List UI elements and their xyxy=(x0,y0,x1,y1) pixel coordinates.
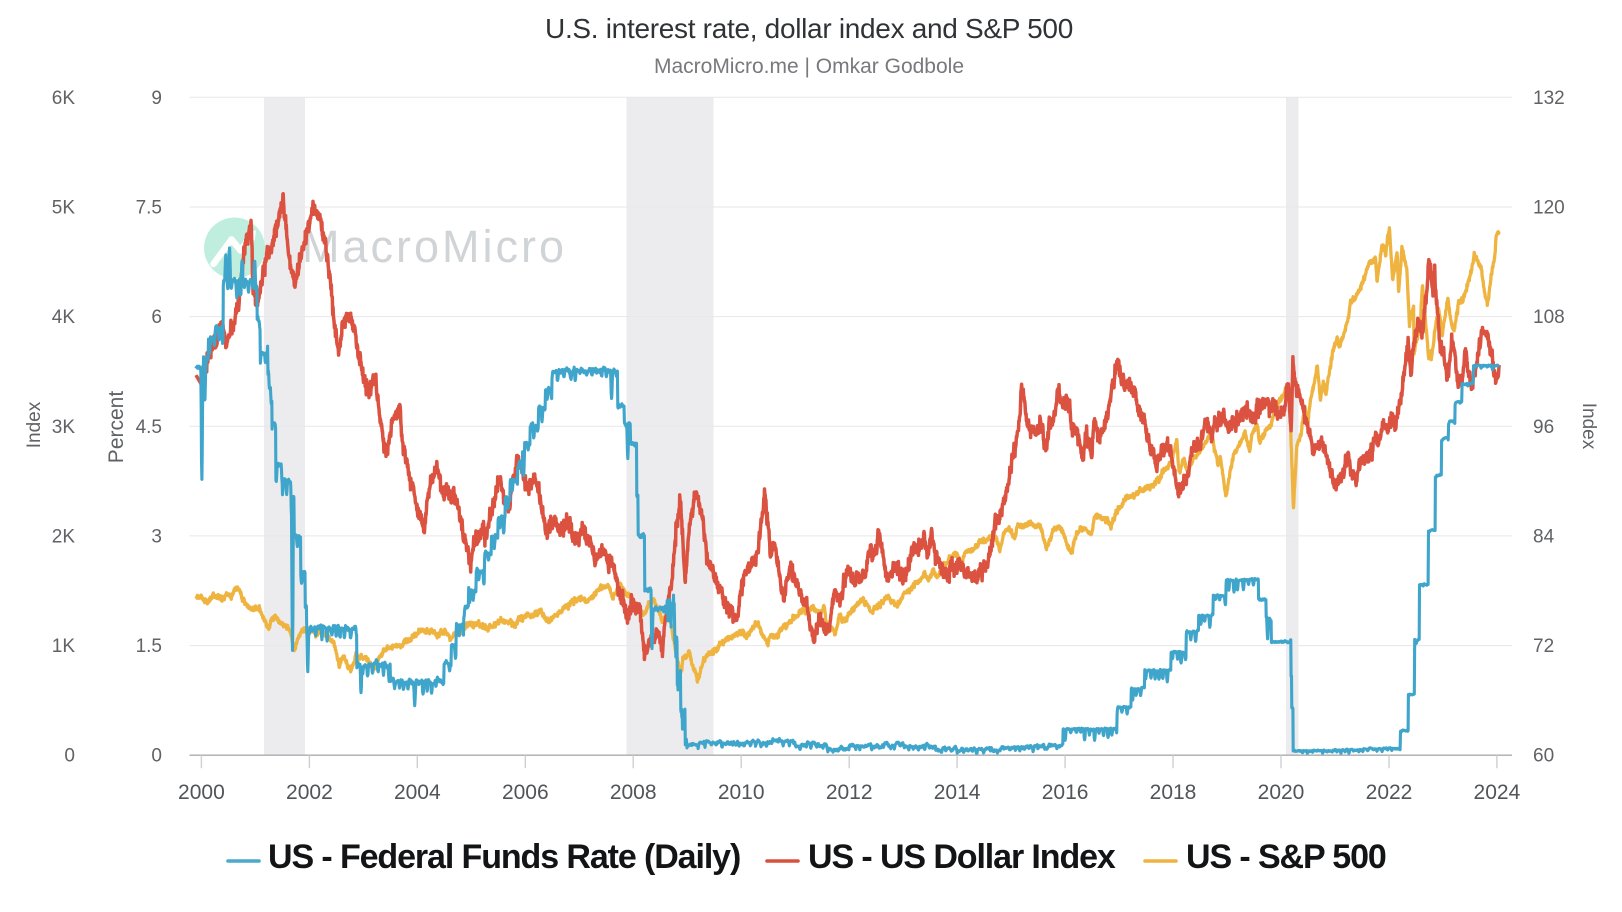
svg-text:2000: 2000 xyxy=(178,781,225,804)
svg-text:Index: Index xyxy=(1578,403,1599,450)
svg-text:2012: 2012 xyxy=(826,781,873,804)
svg-text:2018: 2018 xyxy=(1150,781,1197,804)
svg-text:132: 132 xyxy=(1533,88,1565,109)
svg-text:3K: 3K xyxy=(52,417,76,438)
svg-text:4.5: 4.5 xyxy=(136,417,162,438)
svg-text:120: 120 xyxy=(1533,198,1565,219)
svg-text:2004: 2004 xyxy=(394,781,441,804)
svg-text:7.5: 7.5 xyxy=(136,198,162,219)
svg-text:84: 84 xyxy=(1533,526,1555,547)
svg-text:US - S&P 500: US - S&P 500 xyxy=(1186,838,1386,876)
svg-text:2K: 2K xyxy=(52,526,76,547)
svg-text:2006: 2006 xyxy=(502,781,549,804)
svg-text:4K: 4K xyxy=(52,307,76,328)
svg-text:0: 0 xyxy=(64,746,75,767)
svg-text:1.5: 1.5 xyxy=(136,636,162,657)
svg-text:6: 6 xyxy=(151,307,162,328)
svg-text:72: 72 xyxy=(1533,636,1554,657)
svg-text:1K: 1K xyxy=(52,636,76,657)
svg-text:2024: 2024 xyxy=(1474,781,1521,804)
svg-text:108: 108 xyxy=(1533,307,1565,328)
svg-text:2002: 2002 xyxy=(286,781,333,804)
svg-text:Percent: Percent xyxy=(105,391,128,464)
svg-text:5K: 5K xyxy=(52,198,76,219)
svg-text:MacroMicro: MacroMicro xyxy=(302,221,567,272)
svg-text:2022: 2022 xyxy=(1366,781,1413,804)
svg-text:2016: 2016 xyxy=(1042,781,1089,804)
svg-text:2008: 2008 xyxy=(610,781,657,804)
svg-text:US - Federal Funds Rate (Daily: US - Federal Funds Rate (Daily) xyxy=(268,838,740,876)
svg-text:6K: 6K xyxy=(52,88,76,109)
svg-text:Index: Index xyxy=(24,401,45,448)
svg-text:0: 0 xyxy=(151,746,162,767)
svg-text:2010: 2010 xyxy=(718,781,765,804)
svg-text:U.S. interest rate, dollar ind: U.S. interest rate, dollar index and S&P… xyxy=(545,13,1073,44)
svg-text:60: 60 xyxy=(1533,746,1554,767)
svg-text:MacroMicro.me | Omkar Godbole: MacroMicro.me | Omkar Godbole xyxy=(654,55,964,78)
svg-text:2014: 2014 xyxy=(934,781,981,804)
svg-text:3: 3 xyxy=(151,526,162,547)
svg-text:2020: 2020 xyxy=(1258,781,1305,804)
svg-text:96: 96 xyxy=(1533,417,1554,438)
svg-text:9: 9 xyxy=(151,88,162,109)
svg-text:US - US Dollar Index: US - US Dollar Index xyxy=(808,838,1116,876)
